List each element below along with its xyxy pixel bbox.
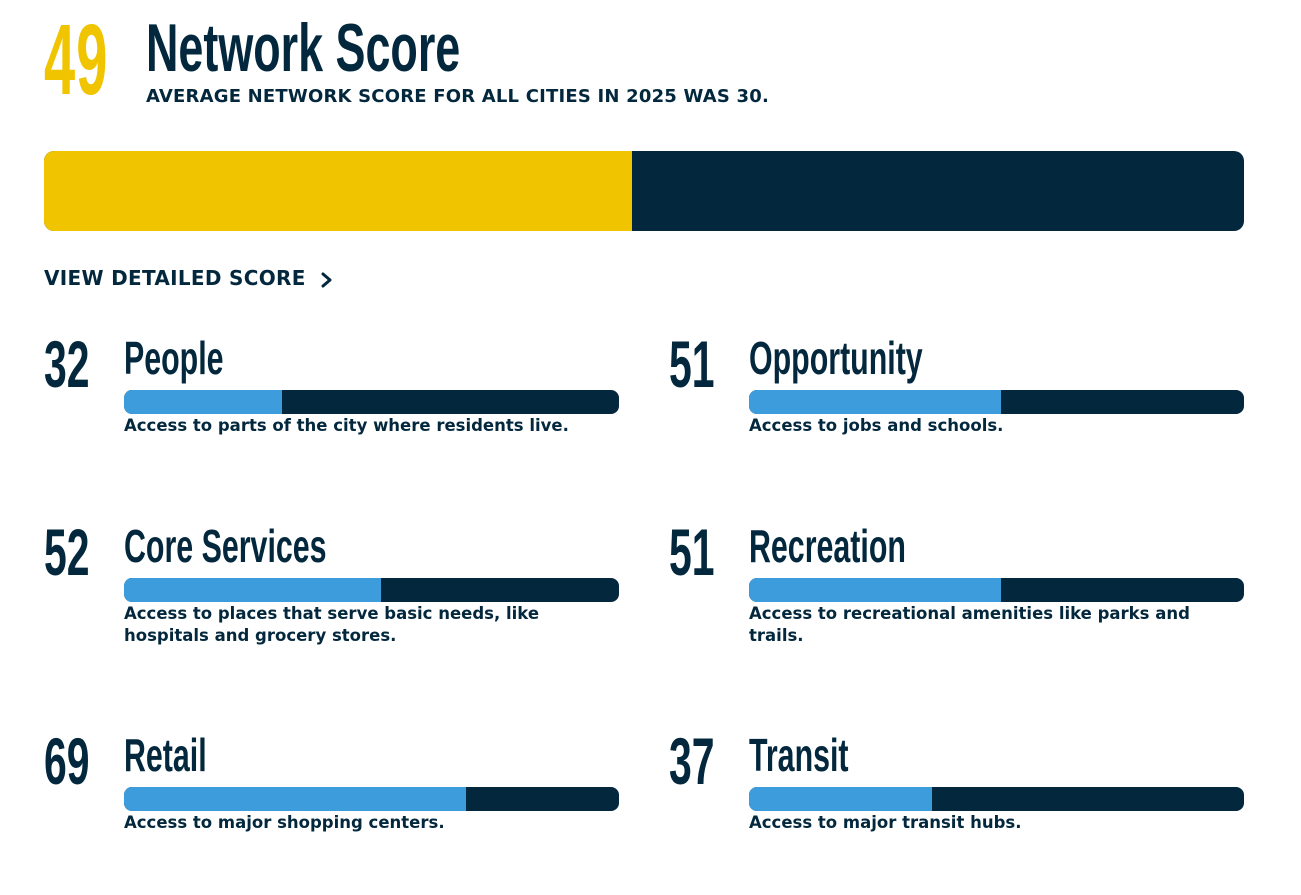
- category-score: 69: [44, 724, 90, 798]
- category-score: 32: [44, 327, 90, 401]
- category-score-bar-fill: [124, 787, 466, 811]
- page-subtitle: AVERAGE NETWORK SCORE FOR ALL CITIES IN …: [146, 86, 769, 107]
- category-score-bar-fill: [124, 578, 382, 602]
- category-title: Core Services: [124, 520, 327, 572]
- category-title: Transit: [749, 729, 849, 781]
- category-description: Access to parts of the city where reside…: [124, 416, 569, 435]
- category-description: Access to major shopping centers.: [124, 813, 445, 832]
- chevron-right-icon: [321, 272, 332, 288]
- category-score: 37: [669, 724, 715, 798]
- category-description: Access to recreational amenities like pa…: [749, 604, 1190, 645]
- category-score: 51: [669, 515, 715, 589]
- category-description: Access to major transit hubs.: [749, 813, 1022, 832]
- category-score-bar: [749, 787, 1244, 811]
- category-score-bar: [749, 578, 1244, 602]
- category-card-opportunity: 51 Opportunity Access to jobs and school…: [669, 331, 1245, 481]
- category-score: 51: [669, 327, 715, 401]
- view-detailed-score-link[interactable]: VIEW DETAILED SCORE: [44, 264, 334, 292]
- category-title: Opportunity: [749, 332, 923, 384]
- category-card-recreation: 51 Recreation Access to recreational ame…: [669, 519, 1245, 669]
- main-score-number: 49: [44, 4, 109, 116]
- category-card-people: 32 People Access to parts of the city wh…: [44, 331, 620, 481]
- category-score-bar: [124, 578, 619, 602]
- category-title: Recreation: [749, 520, 906, 572]
- category-title: People: [124, 332, 224, 384]
- category-score-bar: [749, 390, 1244, 414]
- category-score-bar: [124, 390, 619, 414]
- category-score-bar-fill: [749, 390, 1002, 414]
- category-description: Access to places that serve basic needs,…: [124, 604, 540, 645]
- category-title: Retail: [124, 729, 207, 781]
- network-score-bar: [44, 151, 1244, 231]
- category-description: Access to jobs and schools.: [749, 416, 1004, 435]
- network-score-bar-fill: [44, 151, 632, 231]
- page-title: Network Score: [146, 10, 461, 86]
- category-card-core-services: 52 Core Services Access to places that s…: [44, 519, 620, 669]
- category-card-retail: 69 Retail Access to major shopping cente…: [44, 728, 620, 878]
- category-score-bar-fill: [749, 578, 1002, 602]
- category-score-bar: [124, 787, 619, 811]
- view-detailed-score-label: VIEW DETAILED SCORE: [44, 266, 306, 290]
- category-score: 52: [44, 515, 90, 589]
- category-score-bar-fill: [124, 390, 283, 414]
- category-card-transit: 37 Transit Access to major transit hubs.: [669, 728, 1245, 878]
- category-score-bar-fill: [749, 787, 933, 811]
